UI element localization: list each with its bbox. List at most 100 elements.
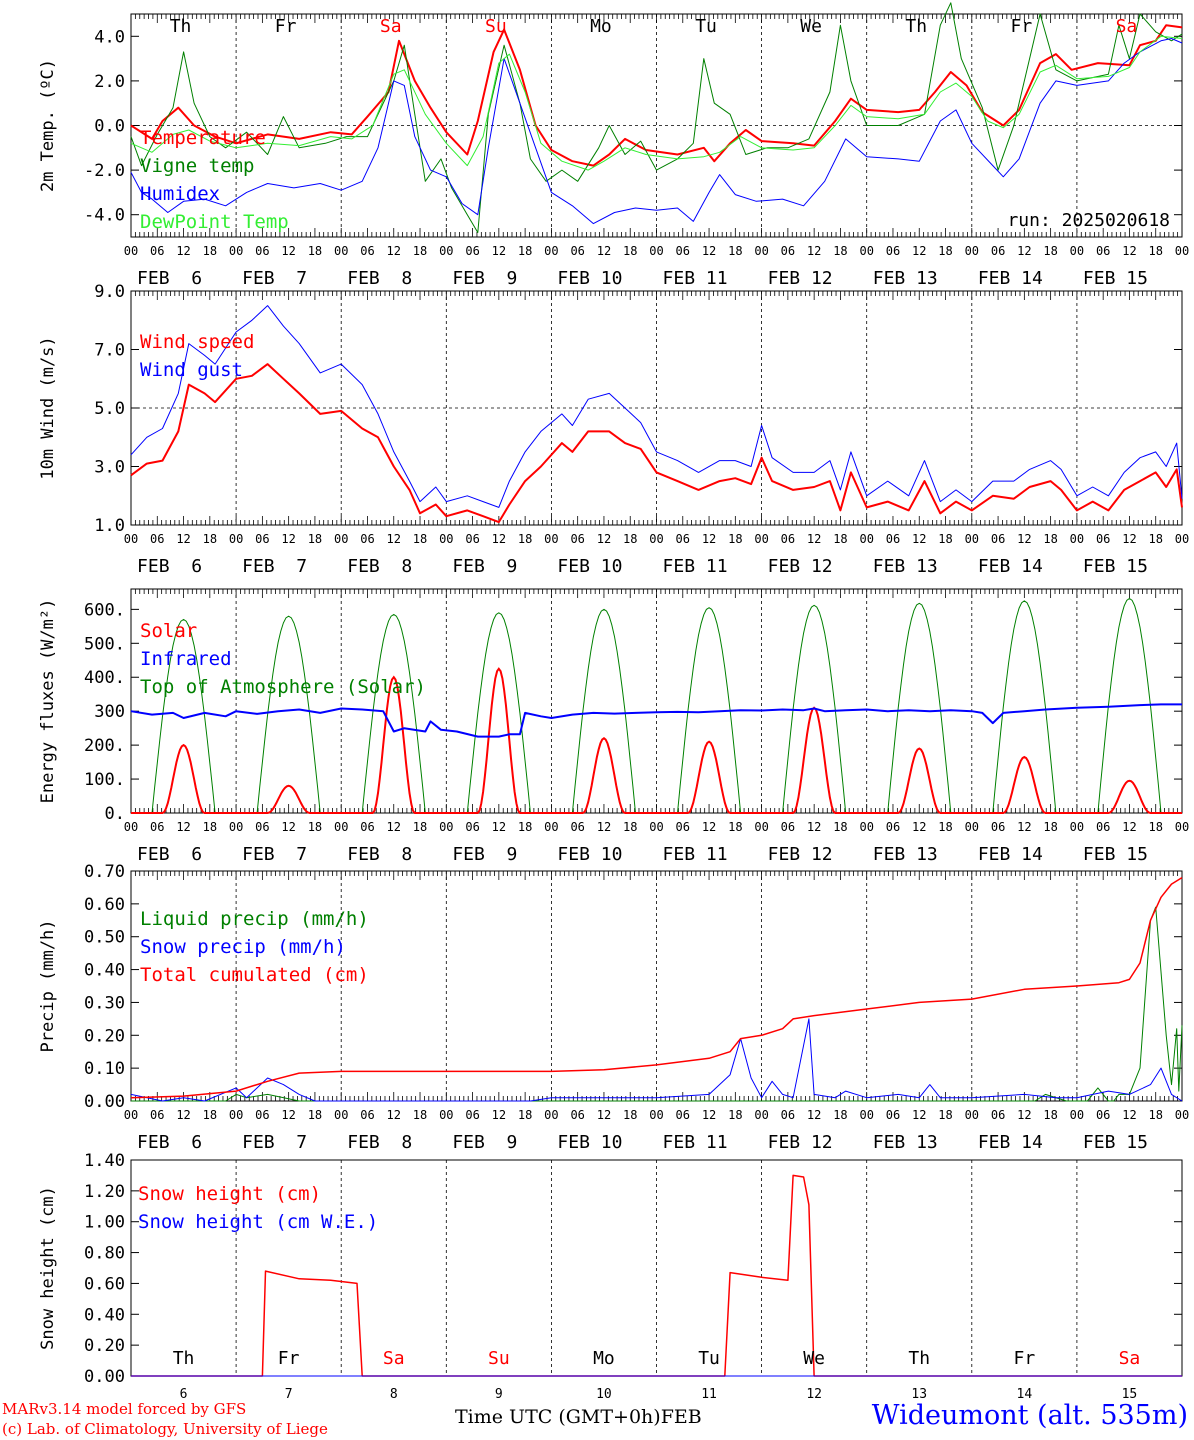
energy-hour-label: 12 [1017,820,1031,834]
temperature-ytick-label: 4.0 [94,27,125,47]
weekday-label: Fr [1014,1348,1036,1369]
weekday-label: Th [170,16,192,37]
precip-date-label: FEB 10 [557,1132,622,1153]
wind-panel: 1.0 3.0 5.0 7.0 9.0 10m Wind (m/s) 00 06 12 18 00 0… [38,282,1189,577]
energy-hour-label: 18 [833,820,847,834]
wind-hour-label: 18 [203,532,217,546]
temperature-hour-label: 12 [702,244,716,258]
precip-hour-label: 00 [965,1108,979,1122]
wind-date-label: FEB 7 [242,556,307,577]
energy-ytick-label: 300 [94,702,125,722]
precip-hour-label: 18 [623,1108,637,1122]
day-number-label: 9 [495,1387,503,1402]
precip-hour-label: 06 [255,1108,269,1122]
legend-dewpoint-temp: DewPoint Temp [140,211,289,233]
energy-hour-label: 18 [308,820,322,834]
precip-ytick-label: 0.20 [84,1026,125,1046]
energy-date-label: FEB 10 [557,844,622,865]
wind-hour-label: 12 [1122,532,1136,546]
wind-hour-label: 00 [649,532,663,546]
temperature-date-label: FEB 15 [1083,268,1148,289]
weekday-label: Mo [593,1348,615,1369]
precip-hour-label: 18 [413,1108,427,1122]
temperature-date-label: FEB 13 [873,268,938,289]
energy-hour-label: 00 [1175,820,1189,834]
temperature-hour-label: 12 [492,244,506,258]
wind-hour-label: 18 [728,532,742,546]
wind-hour-label: 06 [1096,532,1110,546]
temperature-hour-label: 12 [912,244,926,258]
temperature-hour-label: 18 [308,244,322,258]
precip-hour-label: 18 [203,1108,217,1122]
precip-hour-label: 00 [544,1108,558,1122]
energy-hour-label: 00 [124,820,138,834]
energy-ytick-label: 500. [84,634,125,654]
wind-ytick-label: 5.0 [94,399,125,419]
energy-date-label: FEB 9 [452,844,517,865]
legend-wind-gust: Wind gust [140,359,243,381]
energy-ylabel: Energy fluxes (W/m²) [38,599,58,804]
precip-date-label: FEB 15 [1083,1132,1148,1153]
wind-hour-label: 00 [229,532,243,546]
precip-hour-label: 18 [1148,1108,1162,1122]
precip-hour-label: 12 [702,1108,716,1122]
precip-ytick-label: 0.10 [84,1059,125,1079]
temperature-hour-label: 12 [176,244,190,258]
temperature-hour-label: 06 [886,244,900,258]
energy-hour-label: 06 [360,820,374,834]
weekday-label: Su [485,16,507,37]
energy-hour-label: 12 [176,820,190,834]
temperature-date-label: FEB 14 [978,268,1043,289]
energy-hour-label: 00 [649,820,663,834]
precip-hour-label: 00 [1175,1108,1189,1122]
energy-hour-label: 12 [1122,820,1136,834]
wind-hour-label: 00 [1175,532,1189,546]
precip-ytick-label: 0.50 [84,928,125,948]
snow-ytick-label: 0.00 [84,1367,125,1387]
precip-hour-label: 06 [886,1108,900,1122]
legend-snow-height-cm-w-e: Snow height (cm W.E.) [138,1211,378,1233]
energy-date-label: FEB 13 [873,844,938,865]
wind-hour-label: 18 [623,532,637,546]
temperature-hour-label: 12 [597,244,611,258]
temperature-hour-label: 06 [465,244,479,258]
precip-hour-label: 18 [833,1108,847,1122]
snow-height-cm-line [131,1174,1182,1377]
energy-date-label: FEB 14 [978,844,1043,865]
wind-ytick-label: 7.0 [94,341,125,361]
temperature-hour-label: 00 [965,244,979,258]
wind-date-label: FEB 8 [347,556,412,577]
energy-date-label: FEB 8 [347,844,412,865]
temperature-ytick-label: 2.0 [94,72,125,92]
wind-ytick-label: 1.0 [94,516,125,536]
wind-hour-label: 00 [1070,532,1084,546]
precip-hour-label: 06 [781,1108,795,1122]
energy-hour-label: 18 [203,820,217,834]
day-number-label: 6 [180,1387,188,1402]
wind-hour-label: 18 [1043,532,1057,546]
precip-date-label: FEB 14 [978,1132,1043,1153]
snow-ytick-label: 0.80 [84,1244,125,1264]
precip-ytick-label: 0.00 [84,1092,125,1112]
energy-hour-label: 06 [570,820,584,834]
wind-ytick-label: 3.0 [94,458,125,478]
energy-ytick-label: 100. [84,770,125,790]
precip-hour-label: 12 [387,1108,401,1122]
wind-hour-label: 00 [754,532,768,546]
temperature-hour-label: 06 [676,244,690,258]
wind-hour-label: 00 [859,532,873,546]
legend-solar: Solar [140,620,197,642]
precip-date-label: FEB 9 [452,1132,517,1153]
wind-hour-label: 12 [492,532,506,546]
snow-ytick-label: 1.40 [84,1151,125,1171]
wind-hour-label: 06 [360,532,374,546]
temperature-hour-label: 00 [229,244,243,258]
energy-hour-label: 00 [229,820,243,834]
legend-liquid-precip-mm-h: Liquid precip (mm/h) [140,908,369,930]
wind-hour-label: 00 [965,532,979,546]
wind-date-label: FEB 11 [663,556,728,577]
precip-hour-label: 06 [991,1108,1005,1122]
legend-total-cumulated-cm: Total cumulated (cm) [140,964,369,986]
energy-hour-label: 12 [597,820,611,834]
